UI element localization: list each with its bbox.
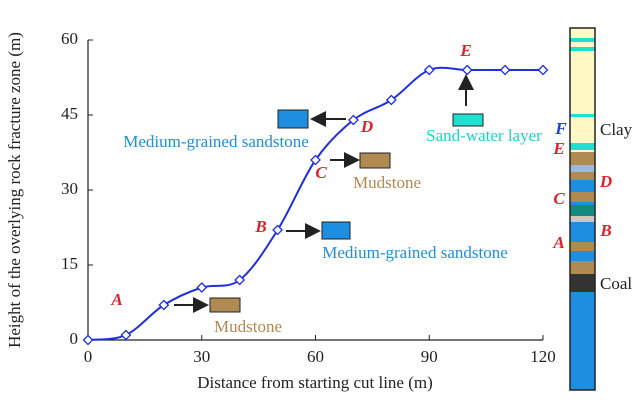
annotation: Medium-grained sandstone [123,132,309,151]
column-label: F [554,119,567,138]
chart: Distance from starting cut line (m) Heig… [0,0,639,410]
annotation: B [254,217,266,236]
x-tick-label: 30 [193,347,210,366]
y-tick-label: 45 [61,104,78,123]
x-tick-label: 120 [530,347,556,366]
annotation: E [459,41,471,60]
column-label: Coal [600,274,632,293]
annotation: Medium-grained sandstone [322,243,508,262]
y-tick-label: 60 [61,29,78,48]
point [539,66,548,75]
annotation: C [315,163,327,182]
column-label: C [553,189,565,208]
annotation: D [360,117,373,136]
x-axis-label: Distance from starting cut line (m) [197,373,433,392]
annotation: Sand-water layer [426,126,542,145]
x-tick-label: 0 [84,347,93,366]
point [84,336,93,345]
point [121,331,130,340]
x-tick-label: 90 [421,347,438,366]
column-label: E [552,139,564,158]
line [88,68,543,340]
column-label: B [599,221,611,240]
point [501,66,510,75]
annotation: A [110,290,122,309]
annotation: Mudstone [353,173,421,192]
y-axis-label: Height of the overlying rock fracture zo… [5,32,24,348]
point [425,66,434,75]
column-label: D [599,172,612,191]
y-tick-label: 15 [61,254,78,273]
annotation: Mudstone [214,317,282,336]
y-tick-label: 0 [70,329,79,348]
x-tick-label: 60 [307,347,324,366]
y-tick-label: 30 [61,179,78,198]
column-label: A [552,233,564,252]
annotation-shapes [174,78,483,312]
point [463,66,472,75]
strata-column [570,28,595,390]
column-label: Clay [600,120,633,139]
point [197,283,206,292]
